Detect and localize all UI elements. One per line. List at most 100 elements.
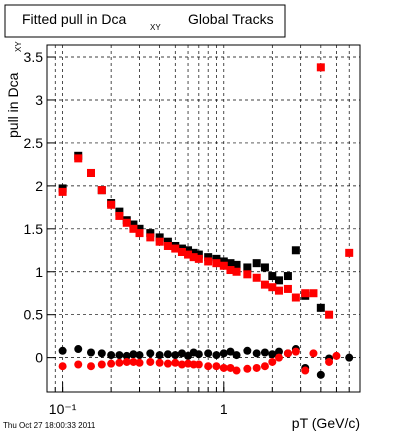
circle-marker <box>243 364 252 373</box>
square-marker <box>232 267 241 276</box>
y-tick-label: 0 <box>35 350 43 366</box>
circle-marker <box>87 362 96 371</box>
circle-marker <box>177 349 186 358</box>
square-marker <box>252 259 261 268</box>
y-tick-label: 0.5 <box>24 307 44 323</box>
y-tick-label: 2.5 <box>24 135 44 151</box>
square-marker <box>129 224 138 233</box>
square-marker <box>243 270 252 279</box>
title-suffix: Global Tracks <box>188 11 274 27</box>
circle-marker <box>204 362 213 371</box>
square-marker <box>226 259 235 268</box>
square-marker <box>301 289 310 298</box>
y-tick-label: 1.5 <box>24 221 44 237</box>
square-marker <box>87 168 96 177</box>
square-marker <box>268 272 277 281</box>
square-marker <box>268 283 277 292</box>
circle-marker <box>232 351 241 360</box>
square-marker <box>163 241 172 250</box>
circle-marker <box>58 362 67 371</box>
title-subscript: XY <box>150 23 161 32</box>
circle-marker <box>135 358 144 367</box>
square-marker <box>184 250 193 259</box>
circle-marker <box>135 351 144 360</box>
circle-marker <box>212 351 221 360</box>
square-marker <box>74 154 83 163</box>
square-marker <box>260 280 269 289</box>
circle-marker <box>316 370 325 379</box>
y-axis-label: pull in Dca <box>5 72 21 138</box>
circle-marker <box>177 360 186 369</box>
circle-marker <box>309 349 318 358</box>
square-marker <box>194 250 203 259</box>
square-marker <box>252 273 261 282</box>
circle-marker <box>301 366 310 375</box>
square-marker <box>194 254 203 263</box>
square-marker <box>135 229 144 238</box>
square-marker <box>184 246 193 255</box>
circle-marker <box>268 350 277 359</box>
square-marker <box>212 254 221 263</box>
square-marker <box>135 224 144 233</box>
circle-marker <box>219 363 228 372</box>
circle-marker <box>268 357 277 366</box>
circle-marker <box>219 349 228 358</box>
circle-marker <box>171 358 180 367</box>
square-marker <box>122 218 131 227</box>
square-marker <box>212 259 221 268</box>
circle-marker <box>212 362 221 371</box>
circle-marker <box>97 349 106 358</box>
circle-marker <box>291 347 300 356</box>
circle-marker <box>194 360 203 369</box>
circle-marker <box>274 347 283 356</box>
square-marker <box>219 261 228 270</box>
y-tick-label: 1 <box>35 264 43 280</box>
square-marker <box>129 220 138 229</box>
circle-marker <box>283 349 292 358</box>
circle-marker <box>232 366 241 375</box>
chart-title: Fitted pull in Dca <box>22 11 126 27</box>
timestamp: Thu Oct 27 18:00:33 2011 <box>3 421 96 430</box>
square-marker <box>316 63 325 72</box>
square-marker <box>309 289 318 298</box>
circle-marker <box>97 360 106 369</box>
square-marker <box>226 266 235 275</box>
square-marker <box>189 248 198 257</box>
square-marker <box>155 233 164 242</box>
circle-marker <box>163 350 172 359</box>
square-marker <box>115 211 124 220</box>
circle-marker <box>74 345 83 354</box>
circle-marker <box>163 359 172 368</box>
circle-marker <box>260 348 269 357</box>
square-marker <box>107 200 116 209</box>
circle-marker <box>226 347 235 356</box>
square-marker <box>345 248 354 257</box>
circle-marker <box>87 348 96 357</box>
y-tick-label: 3 <box>35 92 43 108</box>
circle-marker <box>243 346 252 355</box>
circle-marker <box>171 351 180 360</box>
square-marker <box>163 237 172 246</box>
x-tick-label: 10⁻¹ <box>49 401 77 417</box>
y-tick-label: 3.5 <box>24 49 44 65</box>
square-marker <box>291 293 300 302</box>
plot-frame <box>46 44 361 393</box>
circle-marker <box>115 351 124 360</box>
y-tick-label: 2 <box>35 178 43 194</box>
square-marker <box>97 186 106 195</box>
square-marker <box>177 247 186 256</box>
circle-marker <box>155 358 164 367</box>
circle-marker <box>122 357 131 366</box>
square-marker <box>189 253 198 262</box>
circle-marker <box>107 351 116 360</box>
circle-marker <box>226 363 235 372</box>
circle-marker <box>252 363 261 372</box>
circle-marker <box>252 349 261 358</box>
square-marker <box>146 229 155 238</box>
x-axis-label: pT (GeV/c) <box>292 415 360 431</box>
circle-marker <box>74 360 83 369</box>
square-marker <box>115 207 124 216</box>
square-marker <box>291 246 300 255</box>
square-marker <box>283 284 292 293</box>
